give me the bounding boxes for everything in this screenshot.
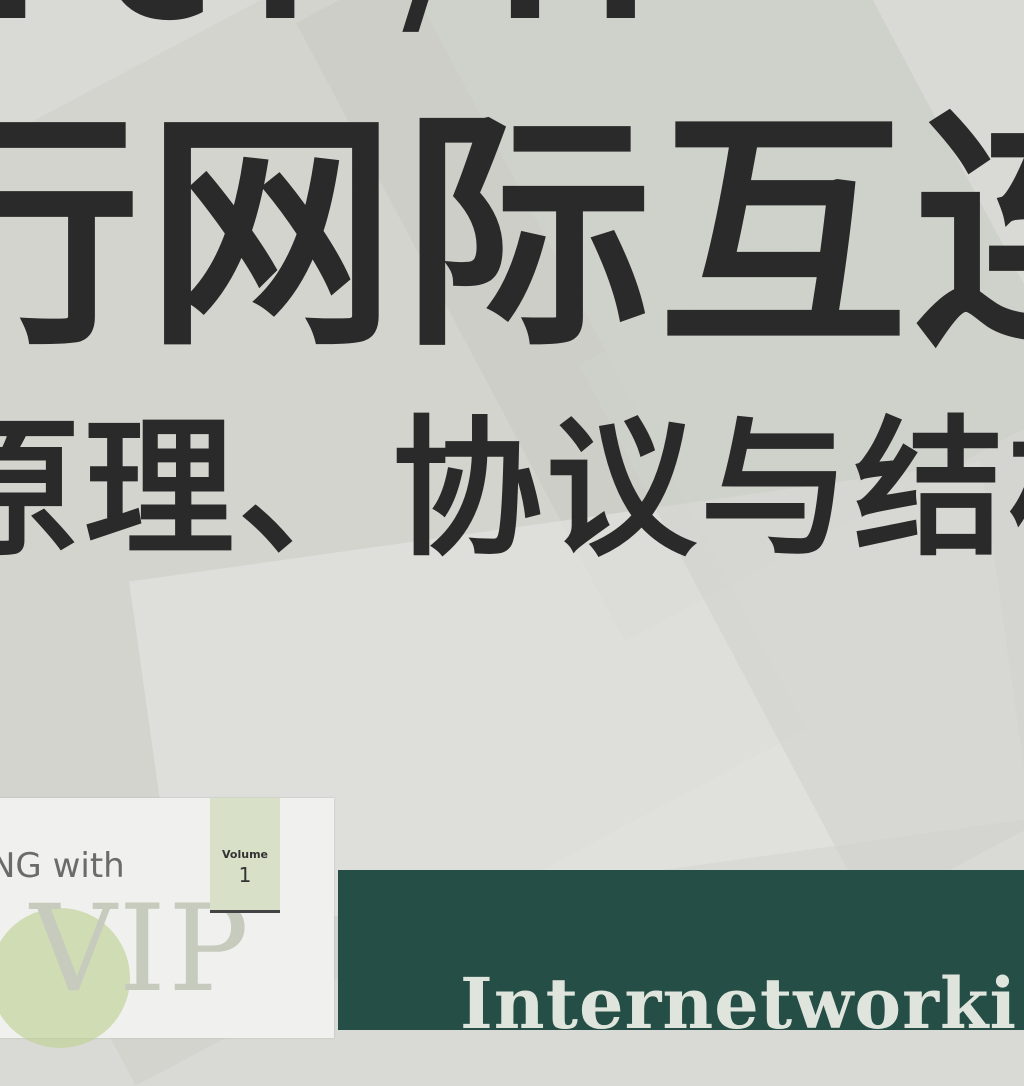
book-title: 行网际互连 (0, 89, 1024, 380)
title-top-fragment: TCP/IP (0, 0, 743, 54)
volume-label: Volume (222, 848, 268, 861)
volume-badge: Volume 1 (210, 798, 280, 913)
series-title: NG with (0, 846, 125, 886)
english-title-banner: Internetworki (338, 870, 1024, 1045)
series-card: NG with VIP Volume 1 (0, 798, 334, 1048)
english-title: Internetworki (460, 962, 1018, 1045)
book-subtitle: 原理、协议与结构 (0, 403, 1024, 577)
volume-number: 1 (238, 863, 252, 887)
